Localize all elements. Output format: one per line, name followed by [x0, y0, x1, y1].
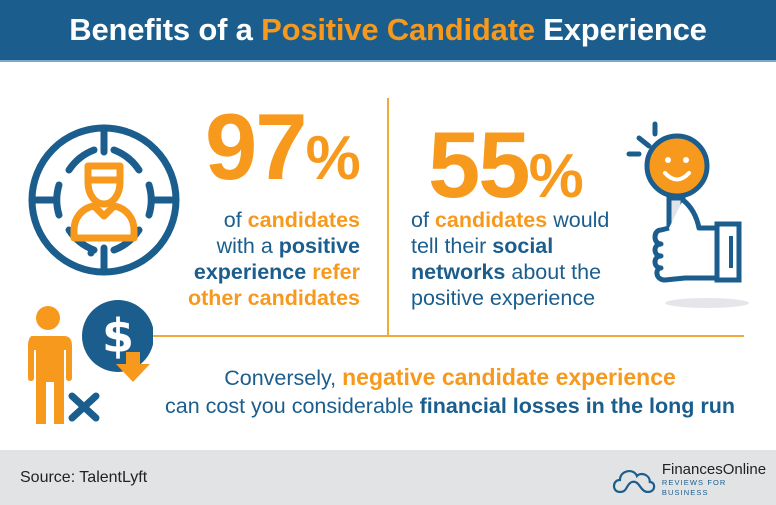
source-credit: Source: TalentLyft [20, 469, 148, 486]
stat-55-description: of candidates would tell their social ne… [411, 208, 610, 310]
financesonline-logo[interactable]: FinancesOnline REVIEWS FOR BUSINESS [610, 462, 776, 498]
person-dollar-loss-icon: $ [28, 300, 153, 424]
header-banner: Benefits of a Positive Candidate Experie… [0, 0, 776, 62]
vertical-divider [387, 98, 389, 336]
cloud-icon [612, 470, 656, 494]
page-title: Benefits of a Positive Candidate Experie… [69, 12, 707, 47]
stat-97-description: of candidates with a positive experience… [187, 208, 360, 310]
target-person-icon [28, 124, 180, 276]
stat-97-value: 97% [205, 94, 361, 199]
horizontal-divider [125, 335, 744, 337]
thumbs-up-smiley-icon [626, 121, 749, 308]
footer: Source: TalentLyft FinancesOnline REVIEW… [0, 450, 776, 505]
bottom-message: Conversely, negative candidate experienc… [165, 364, 735, 418]
stat-55-value: 55% [428, 112, 584, 217]
